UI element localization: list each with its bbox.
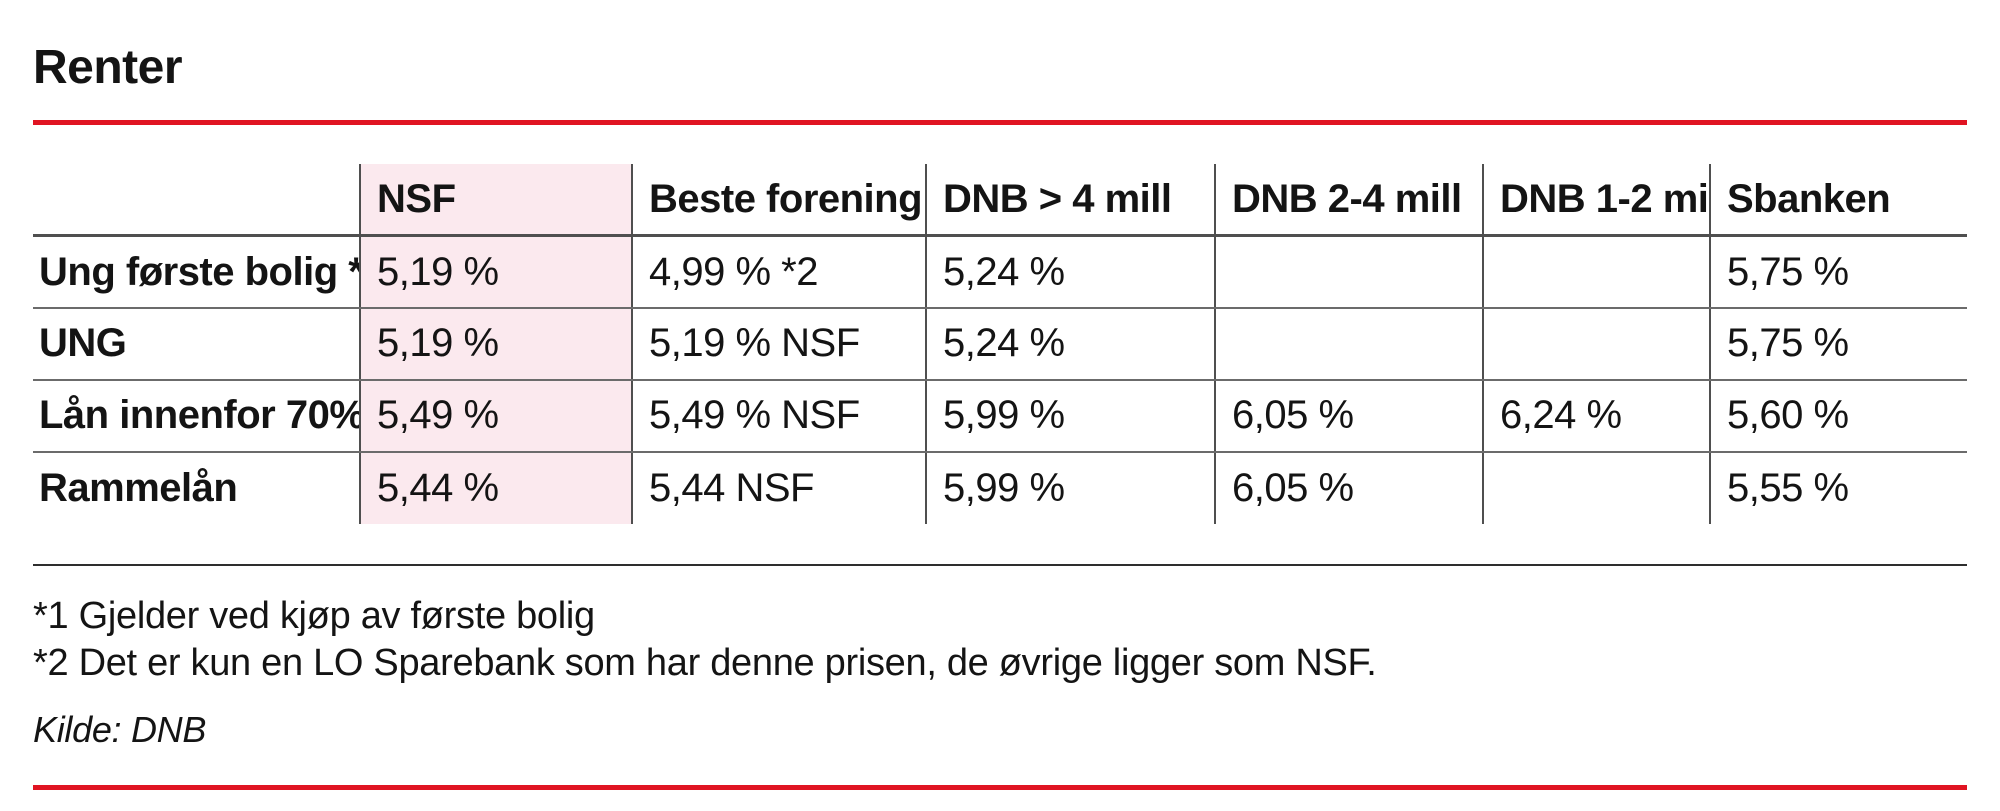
rate-cell: 5,60 % (1709, 379, 1967, 453)
rate-cell (1214, 235, 1483, 309)
column-header: NSF (359, 163, 632, 238)
rate-cell: 5,44 % (359, 451, 632, 524)
column-header: Sbanken (1709, 163, 1967, 238)
page-title: Renter (33, 41, 183, 94)
rate-cell: 5,44 NSF (631, 451, 926, 524)
column-header: DNB > 4 mill (925, 163, 1215, 238)
rate-cell: 5,99 % (925, 451, 1215, 524)
rate-cell (1214, 307, 1483, 381)
column-header: DNB 1-2 mill (1482, 163, 1710, 238)
column-header: DNB 2-4 mill (1214, 163, 1483, 238)
rates-table: NSF Beste forening DNB > 4 mill DNB 2-4 mil… (33, 163, 1967, 524)
page: Renter NSF Beste forening DNB > 4 mill DNB … (33, 41, 1967, 790)
top-rule (33, 119, 1967, 125)
table-row: UNG 5,19 % 5,19 % NSF 5,24 % 5,75 % (33, 307, 1967, 381)
rate-cell: 5,75 % (1709, 235, 1967, 309)
source-note: Kilde: DNB (33, 708, 207, 750)
rate-cell: 5,24 % (925, 307, 1215, 381)
rate-cell: 6,24 % (1482, 379, 1710, 453)
rate-cell (1482, 451, 1710, 524)
table-row: Rammelån 5,44 % 5,44 NSF 5,99 % 6,05 % 5,55 % (33, 451, 1967, 524)
rate-cell: 5,19 % NSF (631, 307, 926, 381)
table-row: Ung første bolig *1 5,19 % 4,99 % *2 5,24 %… (33, 235, 1967, 309)
row-label-header (33, 163, 360, 238)
rate-cell: 5,75 % (1709, 307, 1967, 381)
footnote-2: *2 Det er kun en LO Sparebank som har de… (33, 641, 1377, 684)
rate-cell: 5,49 % NSF (631, 379, 926, 453)
row-label: Rammelån (39, 465, 238, 510)
table-row: Lån innenfor 70% 5,49 % 5,49 % NSF 5,99 % 6,… (33, 379, 1967, 453)
column-header: Beste forening (631, 163, 926, 238)
rate-cell (1482, 235, 1710, 309)
rate-cell: 5,55 % (1709, 451, 1967, 524)
rate-cell: 5,49 % (359, 379, 632, 453)
footnotes: *1 Gjelder ved kjøp av første bolig *2 D… (33, 593, 1967, 687)
table-header-row: NSF Beste forening DNB > 4 mill DNB 2-4 mil… (33, 163, 1967, 238)
footnote-1: *1 Gjelder ved kjøp av første bolig (33, 594, 595, 637)
rate-cell: 5,24 % (925, 235, 1215, 309)
rate-cell: 6,05 % (1214, 451, 1483, 524)
rate-cell (1482, 307, 1710, 381)
table-footnote-divider (33, 563, 1967, 566)
row-label: Lån innenfor 70% (33, 379, 360, 453)
rate-cell: 6,05 % (1214, 379, 1483, 453)
bottom-rule (33, 784, 1967, 790)
rate-cell: 4,99 % *2 (631, 235, 926, 309)
rate-cell: 5,99 % (925, 379, 1215, 453)
rate-cell: 5,19 % (359, 235, 632, 309)
row-label: UNG (33, 307, 360, 381)
row-label: Ung første bolig *1 (33, 235, 360, 309)
rate-cell: 5,19 % (359, 307, 632, 381)
